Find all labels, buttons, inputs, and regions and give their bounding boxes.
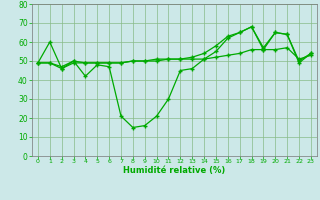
X-axis label: Humidité relative (%): Humidité relative (%)	[123, 166, 226, 175]
